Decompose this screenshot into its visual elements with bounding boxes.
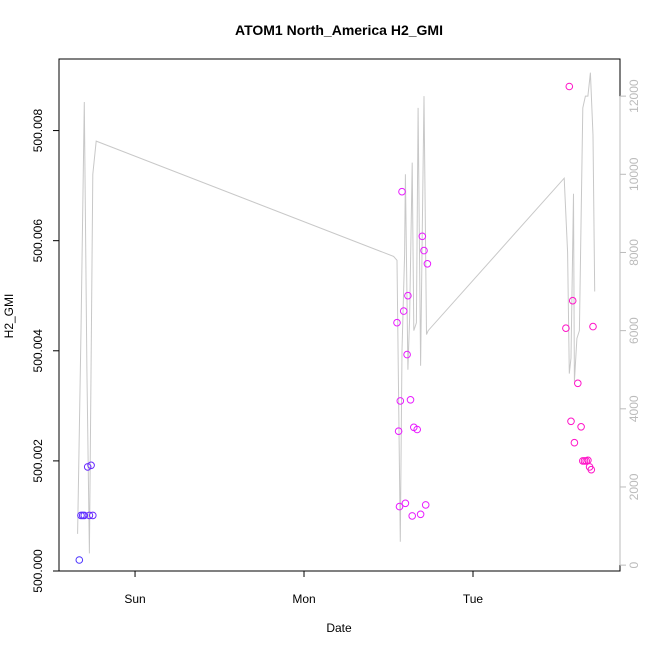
data-point <box>83 463 92 471</box>
data-point <box>404 291 412 300</box>
data-point <box>408 512 417 520</box>
data-point <box>562 324 570 333</box>
y2-tick-label: 6000 <box>627 317 641 344</box>
data-point <box>567 417 575 426</box>
x-tick-label: Sun <box>124 592 145 606</box>
data-point <box>589 322 597 331</box>
data-point <box>398 187 406 196</box>
data-point <box>80 511 89 520</box>
y-tick-label: 500.008 <box>31 109 45 153</box>
y-tick-label: 500.004 <box>31 329 45 373</box>
x-axis-label: Date <box>326 621 352 635</box>
data-point <box>89 511 97 520</box>
data-point <box>406 396 415 404</box>
data-point <box>396 397 405 405</box>
data-point <box>395 502 404 511</box>
y2-tick-label: 0 <box>627 561 641 568</box>
data-point <box>418 232 427 241</box>
data-point <box>413 425 422 434</box>
data-point <box>587 465 596 474</box>
y-axis-label: H2_GMI <box>2 294 16 339</box>
chart-title: ATOM1 North_America H2_GMI <box>235 22 443 38</box>
y2-tick-label: 2000 <box>627 473 641 500</box>
data-point <box>421 501 430 509</box>
data-point <box>403 350 411 359</box>
x-tick-label: Mon <box>292 592 315 606</box>
data-point <box>423 260 432 268</box>
data-point <box>85 511 94 520</box>
data-point <box>87 461 95 470</box>
y-tick-label: 500.006 <box>31 219 45 263</box>
x-tick-label: Tue <box>463 592 484 606</box>
data-point <box>577 423 585 431</box>
y2-tick-label: 4000 <box>627 395 641 422</box>
data-point <box>565 82 574 91</box>
data-point <box>570 438 579 447</box>
y-tick-label: 500.002 <box>31 439 45 483</box>
y-tick-label: 500.000 <box>31 549 45 593</box>
y2-tick-label: 8000 <box>627 239 641 266</box>
data-point <box>568 296 577 305</box>
points-layer <box>75 82 597 564</box>
data-point <box>399 307 408 315</box>
data-point <box>420 246 428 255</box>
y2-tick-label: 10000 <box>627 157 641 191</box>
data-point <box>393 318 401 327</box>
data-point <box>401 499 410 508</box>
x-axis: Sun Mon Tue <box>124 570 484 606</box>
y-axis-right: 0 2000 4000 6000 8000 10000 12000 <box>619 79 641 568</box>
y-axis-left: 500.000 500.002 500.004 500.006 500.008 <box>31 109 60 593</box>
data-point <box>574 379 582 388</box>
data-point <box>394 427 403 436</box>
y2-tick-label: 12000 <box>627 79 641 113</box>
data-point <box>75 556 84 564</box>
data-point <box>416 510 425 519</box>
